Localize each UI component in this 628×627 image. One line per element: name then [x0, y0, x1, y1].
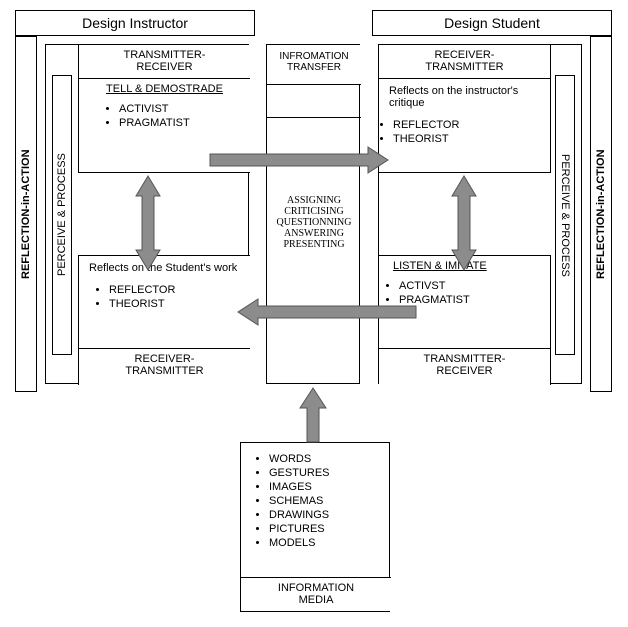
student-outer-label-box: REFLECTION-in-ACTION [590, 36, 612, 392]
student-bottom-role: TRANSMITTER- RECEIVER [379, 349, 550, 381]
student-frame: PERCEIVE & PROCESS RECEIVER- TRANSMITTER… [378, 44, 582, 384]
student-title: Design Student [373, 11, 611, 35]
list-item: REFLECTOR [393, 119, 550, 131]
list-item: MODELS [269, 537, 389, 549]
up-arrow-icon [300, 388, 326, 442]
student-action-list: ACTIVST PRAGMATIST [399, 280, 550, 306]
instructor-bottom-role-box: RECEIVER- TRANSMITTER [78, 349, 250, 385]
student-top-role-box: RECEIVER- TRANSMITTER [379, 45, 551, 79]
list-item: WORDS [269, 453, 389, 465]
list-item: DRAWINGS [269, 509, 389, 521]
student-bottom-role-box: TRANSMITTER- RECEIVER [379, 349, 551, 385]
instructor-reflect-text: Reflects on the Student's work [79, 256, 250, 280]
list-item: GESTURES [269, 467, 389, 479]
student-inner-label: PERCEIVE & PROCESS [556, 76, 574, 354]
list-item: PRAGMATIST [119, 117, 250, 129]
student-top-role: RECEIVER- TRANSMITTER [379, 45, 550, 77]
diagram-canvas: Design Instructor REFLECTION-in-ACTION P… [10, 10, 618, 617]
instructor-top-role: TRANSMITTER- RECEIVER [79, 45, 250, 77]
center-activities: ASSIGNING CRITICISING QUESTIONNING ANSWE… [267, 195, 361, 250]
media-title-box: INFORMATION MEDIA [241, 577, 391, 611]
center-top-label: INFROMATION TRANSFER [267, 45, 361, 77]
student-action-head: LISTEN & IMITATE [379, 256, 550, 276]
instructor-outer-label: REFLECTION-in-ACTION [16, 37, 36, 391]
center-top-box: INFROMATION TRANSFER [267, 45, 361, 85]
list-item: REFLECTOR [109, 284, 250, 296]
student-title-box: Design Student [372, 10, 612, 36]
list-item: QUESTIONNING [273, 217, 355, 228]
instructor-inner-label-box: PERCEIVE & PROCESS [52, 75, 72, 355]
instructor-action-list: ACTIVIST PRAGMATIST [119, 103, 250, 129]
instructor-bottom-role: RECEIVER- TRANSMITTER [79, 349, 250, 381]
media-box: WORDS GESTURES IMAGES SCHEMAS DRAWINGS P… [240, 442, 390, 612]
student-inner-label-box: PERCEIVE & PROCESS [555, 75, 575, 355]
instructor-frame: PERCEIVE & PROCESS TRANSMITTER- RECEIVER… [45, 44, 249, 384]
list-item: ACTIVST [399, 280, 550, 292]
student-action-box: LISTEN & IMITATE ACTIVST PRAGMATIST [379, 255, 551, 349]
instructor-inner-label: PERCEIVE & PROCESS [53, 76, 71, 354]
list-item: CRITICISING [273, 206, 355, 217]
instructor-title-box: Design Instructor [15, 10, 255, 36]
media-list: WORDS GESTURES IMAGES SCHEMAS DRAWINGS P… [269, 453, 389, 549]
list-item: PRAGMATIST [399, 294, 550, 306]
instructor-reflect-box: Reflects on the Student's work REFLECTOR… [78, 255, 250, 349]
instructor-reflect-list: REFLECTOR THEORIST [109, 284, 250, 310]
list-item: THEORIST [393, 133, 550, 145]
instructor-action-box: TELL & DEMOSTRADE ACTIVIST PRAGMATIST [78, 79, 250, 173]
list-item: IMAGES [269, 481, 389, 493]
list-item: SCHEMAS [269, 495, 389, 507]
student-reflect-box: Reflects on the instructor's critique RE… [379, 79, 551, 173]
list-item: THEORIST [109, 298, 250, 310]
media-title: INFORMATION MEDIA [241, 578, 391, 610]
list-item: ACTIVIST [119, 103, 250, 115]
student-outer-label: REFLECTION-in-ACTION [591, 37, 611, 391]
student-reflect-list: REFLECTOR THEORIST [393, 119, 550, 145]
student-reflect-text: Reflects on the instructor's critique [379, 79, 550, 115]
instructor-action-head: TELL & DEMOSTRADE [79, 79, 250, 99]
list-item: ANSWERING [273, 228, 355, 239]
instructor-top-role-box: TRANSMITTER- RECEIVER [78, 45, 250, 79]
list-item: PRESENTING [273, 239, 355, 250]
list-item: PICTURES [269, 523, 389, 535]
instructor-outer-label-box: REFLECTION-in-ACTION [15, 36, 37, 392]
list-item: ASSIGNING [273, 195, 355, 206]
center-column: INFROMATION TRANSFER ASSIGNING CRITICISI… [266, 44, 360, 384]
instructor-title: Design Instructor [16, 11, 254, 35]
